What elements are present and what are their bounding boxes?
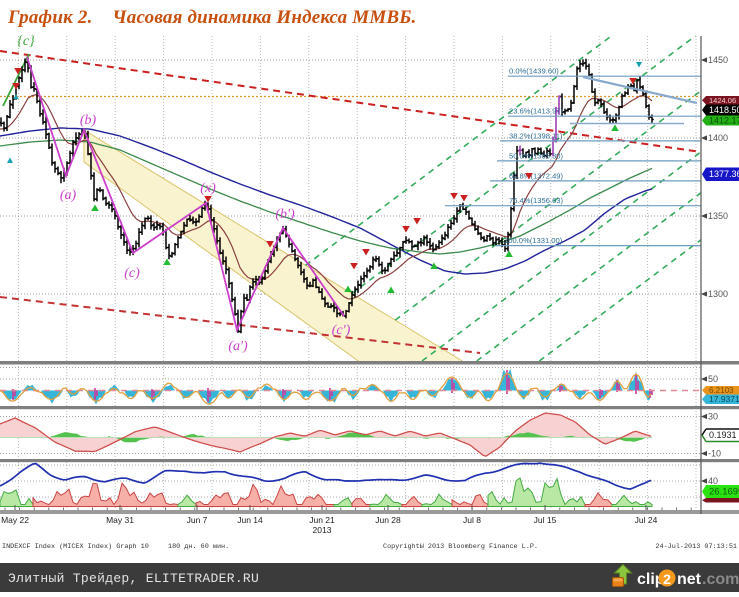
svg-text:1450: 1450 bbox=[708, 55, 728, 65]
svg-text:CopyrightЫ 2013 Bloomberg Fina: CopyrightЫ 2013 Bloomberg Finance L.P. bbox=[383, 543, 538, 551]
svg-text:17.9371: 17.9371 bbox=[709, 394, 739, 404]
svg-text:24-Jul-2013 07:13:51: 24-Jul-2013 07:13:51 bbox=[655, 543, 737, 551]
svg-text:1377.36: 1377.36 bbox=[709, 169, 739, 179]
svg-text:-10: -10 bbox=[708, 449, 721, 459]
svg-text:1418.50: 1418.50 bbox=[709, 105, 739, 115]
svg-text:(b'): (b') bbox=[275, 207, 295, 222]
svg-text:50: 50 bbox=[708, 374, 718, 384]
svg-text:0.1931: 0.1931 bbox=[709, 430, 737, 440]
svg-text:61.8%(1372.49): 61.8%(1372.49) bbox=[509, 171, 564, 180]
svg-text:1400: 1400 bbox=[708, 133, 728, 143]
svg-text:23.6%(1413.97): 23.6%(1413.97) bbox=[509, 107, 564, 116]
svg-text:76.4%(1356.63): 76.4%(1356.63) bbox=[509, 196, 564, 205]
svg-text:1350: 1350 bbox=[708, 211, 728, 221]
svg-text:6.2103: 6.2103 bbox=[709, 386, 734, 395]
svg-text:2: 2 bbox=[663, 571, 671, 587]
svg-text:50.0%(1385.30): 50.0%(1385.30) bbox=[509, 151, 564, 160]
svg-text:May 22: May 22 bbox=[1, 515, 29, 525]
svg-text:clip: clip bbox=[637, 571, 665, 588]
svg-text:Jun 21: Jun 21 bbox=[309, 515, 335, 525]
svg-text:Jun 7: Jun 7 bbox=[187, 515, 208, 525]
svg-text:30: 30 bbox=[708, 412, 718, 422]
svg-text:(c): (c) bbox=[124, 266, 140, 281]
svg-text:1300: 1300 bbox=[708, 289, 728, 299]
svg-text:Jul 24: Jul 24 bbox=[635, 515, 658, 525]
svg-text:40: 40 bbox=[708, 476, 718, 486]
svg-text:(c'): (c') bbox=[332, 323, 351, 338]
svg-text:(a'): (a') bbox=[228, 339, 248, 354]
svg-text:Jul 15: Jul 15 bbox=[534, 515, 557, 525]
svg-text:38.2%(1398.11): 38.2%(1398.11) bbox=[509, 131, 563, 140]
svg-text:Элитный Трейдер, ELITETRADER.R: Элитный Трейдер, ELITETRADER.RU bbox=[8, 571, 259, 586]
svg-text:1424.06: 1424.06 bbox=[709, 96, 736, 105]
svg-text:Jun 28: Jun 28 bbox=[375, 515, 401, 525]
svg-text:.com: .com bbox=[702, 571, 739, 588]
svg-text:180 дн. 60 мин.: 180 дн. 60 мин. bbox=[168, 543, 229, 551]
svg-text:26.1699: 26.1699 bbox=[709, 487, 739, 498]
svg-text:(x): (x) bbox=[200, 181, 216, 196]
svg-text:INDEXCF Index (MICEX Index) Gr: INDEXCF Index (MICEX Index) Graph 10 bbox=[2, 543, 149, 551]
svg-text:1412.17: 1412.17 bbox=[709, 116, 739, 126]
svg-text:0.0%(1439.60): 0.0%(1439.60) bbox=[509, 67, 559, 76]
svg-text:100.0%(1331.00): 100.0%(1331.00) bbox=[504, 236, 563, 245]
svg-text:Jul 8: Jul 8 bbox=[463, 515, 481, 525]
svg-text:(a): (a) bbox=[60, 188, 77, 203]
svg-text:(b): (b) bbox=[80, 113, 97, 128]
svg-text:May 31: May 31 bbox=[106, 515, 134, 525]
svg-text:График 2. Часовая динамика: График 2. Часовая динамика Индекса ММВБ. bbox=[7, 7, 417, 28]
svg-text:2013: 2013 bbox=[313, 525, 332, 535]
svg-text:Jun 14: Jun 14 bbox=[237, 515, 263, 525]
svg-text:{c}: {c} bbox=[17, 34, 35, 49]
svg-text:net: net bbox=[677, 571, 702, 588]
